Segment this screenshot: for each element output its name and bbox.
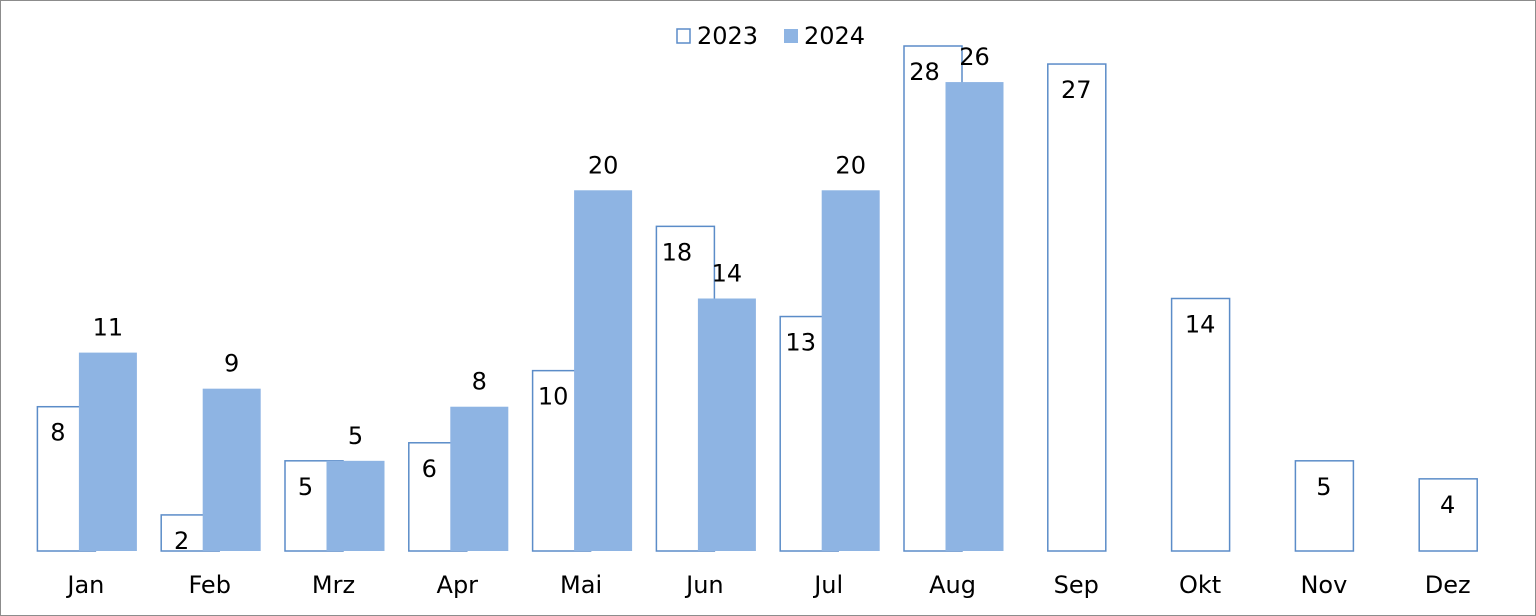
x-tick-label: Jan	[65, 571, 104, 599]
bar-2024	[821, 190, 880, 552]
x-tick-label: Mrz	[312, 571, 355, 599]
x-tick-label: Okt	[1179, 571, 1221, 599]
data-label: 5	[348, 422, 363, 450]
data-label: 20	[588, 151, 619, 179]
x-tick-label: Apr	[437, 571, 479, 599]
data-label: 5	[298, 473, 313, 501]
data-label: 20	[835, 151, 866, 179]
legend-label: 2024	[804, 22, 865, 50]
data-label: 27	[1061, 76, 1092, 104]
bar-2024	[202, 388, 261, 551]
x-tick-label: Mai	[560, 571, 602, 599]
bar-2023	[1418, 478, 1478, 552]
data-label: 5	[1316, 473, 1331, 501]
bar-2024	[574, 190, 633, 552]
bar-2024	[326, 460, 385, 551]
bar-2024	[945, 82, 1004, 552]
x-tick-label: Jun	[684, 571, 724, 599]
bar-2023	[1294, 460, 1355, 552]
data-label: 9	[224, 350, 239, 378]
x-tick-label: Aug	[929, 571, 976, 599]
data-label: 8	[50, 419, 65, 447]
x-tick-label: Feb	[188, 571, 231, 599]
data-label: 13	[785, 329, 816, 357]
x-tick-label: Jul	[812, 571, 843, 599]
data-label: 10	[538, 383, 569, 411]
x-tick-label: Sep	[1054, 571, 1099, 599]
x-tick-label: Dez	[1425, 571, 1471, 599]
bar-2023	[1170, 297, 1231, 552]
data-label: 18	[662, 238, 693, 266]
legend-swatch	[784, 29, 798, 43]
data-label: 8	[472, 368, 487, 396]
data-label: 14	[1185, 311, 1216, 339]
bar-2024	[450, 406, 509, 551]
data-label: 11	[93, 314, 124, 342]
bar-2024	[78, 352, 137, 551]
legend-swatch	[676, 28, 691, 44]
data-label: 28	[909, 58, 940, 86]
bar-2024	[697, 298, 756, 551]
data-label: 26	[959, 43, 990, 71]
bar-2023	[1047, 63, 1107, 552]
legend-label: 2023	[697, 22, 758, 50]
data-label: 2	[174, 527, 189, 555]
data-label: 6	[422, 455, 437, 483]
x-tick-label: Nov	[1300, 571, 1347, 599]
data-label: 4	[1440, 491, 1455, 519]
data-label: 14	[712, 260, 743, 288]
